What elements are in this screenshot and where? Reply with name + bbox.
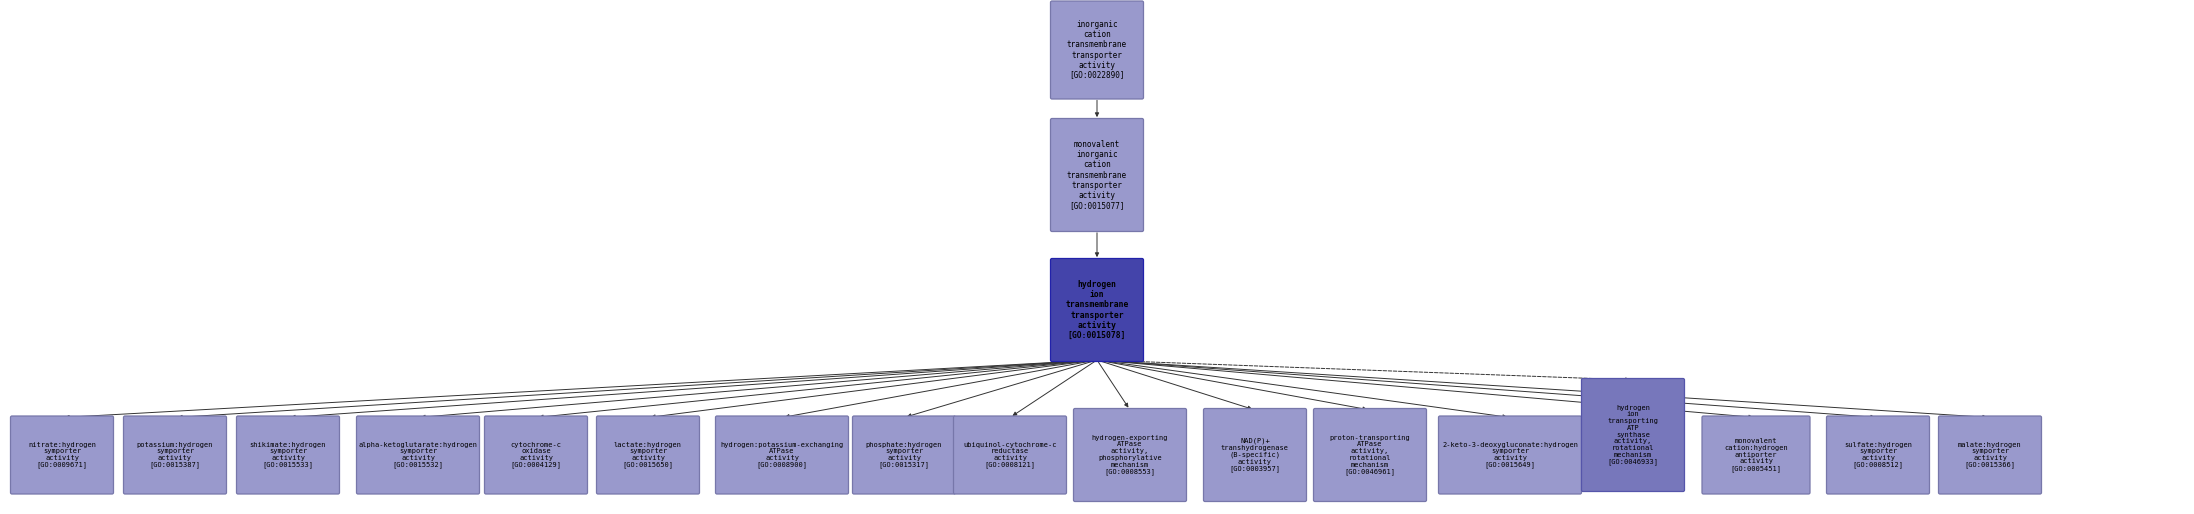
Text: hydrogen
ion
transmembrane
transporter
activity
[GO:0015078]: hydrogen ion transmembrane transporter a…: [1066, 280, 1128, 340]
Text: NAD(P)+
transhydrogenase
(B-specific)
activity
[GO:0003957]: NAD(P)+ transhydrogenase (B-specific) ac…: [1222, 437, 1290, 472]
Text: monovalent
inorganic
cation
transmembrane
transporter
activity
[GO:0015077]: monovalent inorganic cation transmembran…: [1066, 140, 1128, 210]
FancyBboxPatch shape: [1582, 378, 1685, 491]
FancyBboxPatch shape: [1073, 409, 1187, 502]
FancyBboxPatch shape: [1703, 416, 1810, 494]
Text: monovalent
cation:hydrogen
antiporter
activity
[GO:0005451]: monovalent cation:hydrogen antiporter ac…: [1724, 438, 1788, 472]
FancyBboxPatch shape: [237, 416, 340, 494]
Text: sulfate:hydrogen
symporter
activity
[GO:0008512]: sulfate:hydrogen symporter activity [GO:…: [1843, 442, 1911, 468]
Text: shikimate:hydrogen
symporter
activity
[GO:0015533]: shikimate:hydrogen symporter activity [G…: [250, 442, 327, 468]
FancyBboxPatch shape: [715, 416, 849, 494]
Text: potassium:hydrogen
symporter
activity
[GO:0015387]: potassium:hydrogen symporter activity [G…: [136, 442, 213, 468]
Text: inorganic
cation
transmembrane
transporter
activity
[GO:0022890]: inorganic cation transmembrane transport…: [1066, 21, 1128, 80]
Text: malate:hydrogen
symporter
activity
[GO:0015366]: malate:hydrogen symporter activity [GO:0…: [1957, 442, 2023, 468]
Text: alpha-ketoglutarate:hydrogen
symporter
activity
[GO:0015532]: alpha-ketoglutarate:hydrogen symporter a…: [358, 442, 478, 468]
FancyBboxPatch shape: [1205, 409, 1305, 502]
Text: ubiquinol-cytochrome-c
reductase
activity
[GO:0008121]: ubiquinol-cytochrome-c reductase activit…: [963, 442, 1058, 468]
FancyBboxPatch shape: [853, 416, 957, 494]
Text: 2-keto-3-deoxygluconate:hydrogen
symporter
activity
[GO:0015649]: 2-keto-3-deoxygluconate:hydrogen symport…: [1441, 442, 1577, 468]
Text: hydrogen:potassium-exchanging
ATPase
activity
[GO:0008900]: hydrogen:potassium-exchanging ATPase act…: [720, 442, 845, 468]
FancyBboxPatch shape: [954, 416, 1066, 494]
Text: nitrate:hydrogen
symporter
activity
[GO:0009671]: nitrate:hydrogen symporter activity [GO:…: [29, 442, 97, 468]
FancyBboxPatch shape: [123, 416, 226, 494]
FancyBboxPatch shape: [1051, 119, 1143, 231]
FancyBboxPatch shape: [1939, 416, 2040, 494]
Text: hydrogen
ion
transporting
ATP
synthase
activity,
rotational
mechanism
[GO:004693: hydrogen ion transporting ATP synthase a…: [1608, 405, 1659, 465]
FancyBboxPatch shape: [1051, 1, 1143, 99]
Text: cytochrome-c
oxidase
activity
[GO:0004129]: cytochrome-c oxidase activity [GO:000412…: [511, 442, 562, 468]
Text: lactate:hydrogen
symporter
activity
[GO:0015650]: lactate:hydrogen symporter activity [GO:…: [614, 442, 682, 468]
Text: phosphate:hydrogen
symporter
activity
[GO:0015317]: phosphate:hydrogen symporter activity [G…: [867, 442, 941, 468]
FancyBboxPatch shape: [1314, 409, 1426, 502]
FancyBboxPatch shape: [11, 416, 114, 494]
FancyBboxPatch shape: [1439, 416, 1582, 494]
FancyBboxPatch shape: [485, 416, 588, 494]
FancyBboxPatch shape: [1051, 259, 1143, 361]
FancyBboxPatch shape: [355, 416, 480, 494]
Text: hydrogen-exporting
ATPase
activity,
phosphorylative
mechanism
[GO:0008553]: hydrogen-exporting ATPase activity, phos…: [1093, 435, 1167, 475]
FancyBboxPatch shape: [1825, 416, 1929, 494]
FancyBboxPatch shape: [597, 416, 700, 494]
Text: proton-transporting
ATPase
activity,
rotational
mechanism
[GO:0046961]: proton-transporting ATPase activity, rot…: [1330, 435, 1411, 475]
